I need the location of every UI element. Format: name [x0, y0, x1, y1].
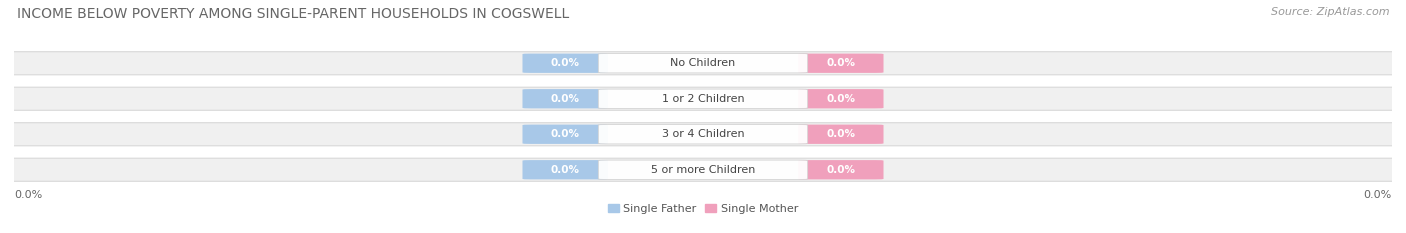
Text: Source: ZipAtlas.com: Source: ZipAtlas.com — [1271, 7, 1389, 17]
Text: 0.0%: 0.0% — [827, 58, 855, 68]
Text: 0.0%: 0.0% — [551, 165, 579, 175]
Text: 0.0%: 0.0% — [1364, 190, 1392, 200]
Text: 0.0%: 0.0% — [551, 129, 579, 139]
FancyBboxPatch shape — [4, 123, 1402, 146]
Text: 0.0%: 0.0% — [551, 94, 579, 104]
FancyBboxPatch shape — [523, 125, 607, 144]
Text: 0.0%: 0.0% — [14, 190, 42, 200]
FancyBboxPatch shape — [599, 125, 807, 144]
Text: 1 or 2 Children: 1 or 2 Children — [662, 94, 744, 104]
FancyBboxPatch shape — [599, 160, 807, 179]
FancyBboxPatch shape — [523, 54, 607, 73]
FancyBboxPatch shape — [799, 89, 883, 108]
FancyBboxPatch shape — [523, 160, 607, 179]
Text: 0.0%: 0.0% — [551, 58, 579, 68]
Text: 0.0%: 0.0% — [827, 165, 855, 175]
FancyBboxPatch shape — [4, 87, 1402, 110]
Text: No Children: No Children — [671, 58, 735, 68]
Text: 0.0%: 0.0% — [827, 94, 855, 104]
FancyBboxPatch shape — [599, 54, 807, 73]
Legend: Single Father, Single Mother: Single Father, Single Mother — [603, 199, 803, 218]
FancyBboxPatch shape — [4, 158, 1402, 181]
FancyBboxPatch shape — [599, 89, 807, 108]
FancyBboxPatch shape — [4, 52, 1402, 75]
Text: 3 or 4 Children: 3 or 4 Children — [662, 129, 744, 139]
FancyBboxPatch shape — [799, 54, 883, 73]
Text: INCOME BELOW POVERTY AMONG SINGLE-PARENT HOUSEHOLDS IN COGSWELL: INCOME BELOW POVERTY AMONG SINGLE-PARENT… — [17, 7, 569, 21]
FancyBboxPatch shape — [799, 125, 883, 144]
Text: 0.0%: 0.0% — [827, 129, 855, 139]
FancyBboxPatch shape — [523, 89, 607, 108]
FancyBboxPatch shape — [799, 160, 883, 179]
Text: 5 or more Children: 5 or more Children — [651, 165, 755, 175]
